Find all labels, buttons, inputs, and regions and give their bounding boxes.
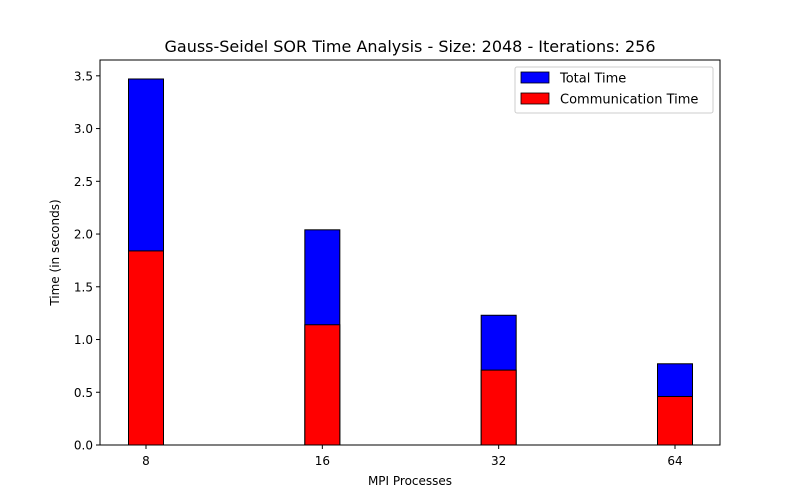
bar-communication-time-16 [304,324,341,446]
bar-communication-time-8 [128,250,164,446]
y-tick-label: 3.0 [74,122,93,136]
y-tick-label: 0.0 [74,439,93,453]
bar-communication-time-32 [480,369,517,446]
y-tick-label: 1.5 [74,280,93,294]
bars-group [128,78,693,446]
y-axis: 0.0 0.5 1.0 1.5 2.0 2.5 3.0 3.5 [74,69,100,453]
y-tick-label: 3.5 [74,69,93,83]
y-tick-label: 1.0 [74,333,93,347]
legend-swatch-communication-time [520,92,550,105]
legend-swatch-total-time [520,71,550,84]
legend: Total Time Communication Time [514,66,714,114]
x-tick-label: 8 [142,454,150,468]
x-axis: 8 16 32 64 [142,445,683,468]
bar-communication-time-64 [657,395,693,446]
legend-label-total-time: Total Time [559,72,626,87]
y-axis-label: Time (in seconds) [48,199,62,306]
x-tick-label: 64 [667,454,682,468]
chart-title: Gauss-Seidel SOR Time Analysis - Size: 2… [164,37,655,56]
y-tick-label: 2.5 [74,175,93,189]
x-tick-label: 16 [315,454,330,468]
y-tick-label: 0.5 [74,386,93,400]
x-axis-label: MPI Processes [368,474,452,488]
x-tick-label: 32 [491,454,506,468]
legend-frame [514,66,714,114]
y-tick-label: 2.0 [74,228,93,242]
legend-label-communication-time: Communication Time [560,93,698,108]
plot-frame [99,59,721,446]
